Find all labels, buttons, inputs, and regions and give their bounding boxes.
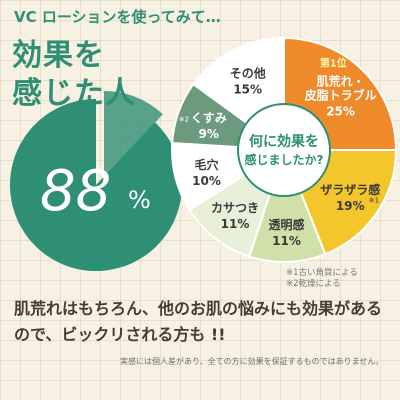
center-circle [237,103,331,197]
slice-value: 9% [199,127,219,141]
disclaimer: 実感には個人差があり、全ての方に効果を保証するものではありません。 [120,357,384,366]
slice-label: くすみ [191,111,227,125]
slice-label: 肌荒れ・ [316,73,365,88]
slice-value: 10% [192,174,221,188]
slice-value: 25% [326,104,355,118]
slice-note: ※1 [369,196,379,204]
slice-label: 透明感 [268,217,304,232]
satisfaction-pie [9,91,182,271]
slice-value: 11% [221,217,250,231]
satisfaction-slice [9,99,182,271]
slice-label: 毛穴 [194,157,218,172]
center-label: 感じましたか? [245,152,324,167]
footnote-1: ※1古い角質による [286,268,358,278]
slice-label: 皮脂トラブル [304,87,377,102]
rank-badge: 第1位 [320,57,347,70]
slice-value: 19% [336,199,365,213]
slice-label: ザラザラ感 [320,182,380,197]
bottom-message: 肌荒れはもちろん、他のお肌の悩みにも効果があるので、ビックリされる方も !! [14,299,383,344]
slice-value: 11% [272,234,301,248]
remaining-slice [104,91,163,177]
slice-note: ※2 [179,116,189,124]
top-tagline: VC ローションを使ってみて… [14,8,221,26]
satisfaction-percent-unit: % [128,186,151,214]
slice-label: その他 [230,66,266,81]
headline-line-1: 効果を [12,38,105,73]
slice-label: カサつき [211,201,259,215]
satisfaction-percent-number: 88 [40,159,111,224]
footnote-2: ※2乾燥による [286,279,341,289]
center-label: 何に効果を [249,133,319,150]
slice-value: 15% [233,83,262,97]
pie-slice [248,147,327,263]
